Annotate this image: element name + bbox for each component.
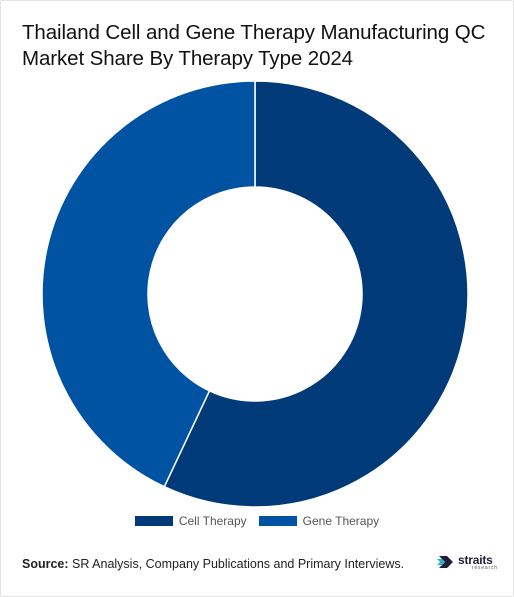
chart-title: Thailand Cell and Gene Therapy Manufactu…: [22, 21, 486, 70]
logo-sub: research: [472, 564, 498, 571]
legend-item-cell-therapy[interactable]: Cell Therapy: [134, 514, 247, 528]
straits-logo: straits research: [437, 553, 498, 571]
slice-cell-therapy[interactable]: [163, 80, 469, 508]
legend-item-gene-therapy[interactable]: Gene Therapy: [258, 514, 380, 528]
legend-label-gene-therapy: Gene Therapy: [302, 514, 380, 528]
source-label: Source:: [22, 557, 69, 571]
source-note: Source: SR Analysis, Company Publication…: [22, 557, 404, 571]
legend: Cell Therapy Gene Therapy: [0, 514, 514, 528]
legend-label-cell-therapy: Cell Therapy: [178, 514, 247, 528]
source-text: SR Analysis, Company Publications and Pr…: [68, 557, 405, 571]
slice-gene-therapy[interactable]: [41, 80, 256, 488]
legend-swatch-gene-therapy: [258, 516, 297, 526]
straits-logo-icon: [437, 553, 455, 571]
legend-swatch-cell-therapy: [134, 516, 173, 526]
logo-word: straits: [458, 552, 493, 567]
